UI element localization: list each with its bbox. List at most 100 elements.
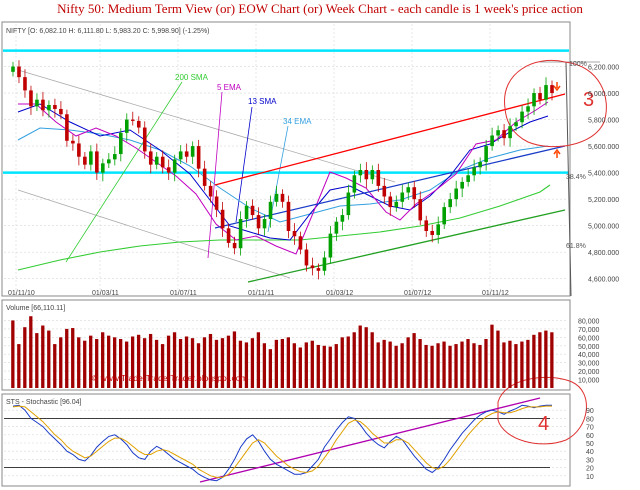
volume-bar xyxy=(244,342,249,388)
stochastic-y-tick-label: 80 xyxy=(586,416,594,423)
stochastic-y-tick-label: 60 xyxy=(586,433,594,440)
candle-body xyxy=(430,230,435,235)
price-grid xyxy=(3,24,569,294)
volume-bar xyxy=(160,344,165,388)
red-resistance-trendline xyxy=(214,93,566,186)
volume-bar xyxy=(23,327,27,388)
volume-bar xyxy=(388,341,392,388)
candle-body xyxy=(508,126,512,139)
price-x-tick-label: 01/11/11 xyxy=(248,290,274,297)
candle-body xyxy=(472,167,476,176)
candle-body xyxy=(454,188,458,200)
price-panel-frame xyxy=(1,21,571,297)
volume-bar xyxy=(298,347,302,388)
volume-bar xyxy=(448,345,452,388)
price-y-tick-label: 4,600.000 xyxy=(588,277,619,284)
candle-body xyxy=(178,151,183,160)
volume-bar xyxy=(262,343,267,388)
stochastic-panel-label: STS - Stochastic [96.04] xyxy=(6,399,82,406)
volume-bar xyxy=(370,332,374,388)
volume-bar xyxy=(280,339,284,388)
candle-body xyxy=(298,236,303,250)
price-y-ticks: 6,200.000 6,000.000 5,800.000 5,600.000 5,40… xyxy=(588,65,619,284)
candle-body xyxy=(388,196,393,208)
volume-y-tick-label: 30,000 xyxy=(578,361,600,368)
volume-y-tick-label: 60,000 xyxy=(578,335,600,342)
candle-body xyxy=(544,85,548,100)
candle-body xyxy=(250,205,255,216)
price-x-tick-label: 01/03/11 xyxy=(92,290,119,297)
candle-body xyxy=(274,193,279,202)
stochastic-y-tick-label: 50 xyxy=(586,441,594,448)
volume-bar xyxy=(550,332,554,388)
watermark: © www.TraderTraderTrader.blogspot.com xyxy=(92,373,248,383)
candle-body xyxy=(346,192,351,216)
annotation-4: 4 xyxy=(538,413,549,435)
candle-body xyxy=(166,167,171,173)
stochastic-y-tick-label: 90 xyxy=(586,408,594,415)
candle-body xyxy=(41,99,45,111)
volume-bar xyxy=(65,328,69,388)
volume-bar xyxy=(436,343,440,388)
up-arrow-marker xyxy=(553,82,561,92)
volume-bar xyxy=(29,316,33,388)
volume-bar xyxy=(442,341,446,388)
candle-body xyxy=(226,228,231,243)
circle-annotation-4 xyxy=(497,376,587,445)
candle-body xyxy=(514,122,518,127)
stochastic-k-line xyxy=(12,404,552,482)
candle-body xyxy=(95,151,99,173)
volume-bar xyxy=(454,344,458,388)
volume-y-tick-label: 70,000 xyxy=(578,327,600,334)
candle-body xyxy=(89,151,93,165)
volume-bar xyxy=(256,332,261,388)
candle-body xyxy=(400,192,405,202)
price-x-tick-label: 01/07/12 xyxy=(404,290,431,297)
price-y-tick-label: 6,000.000 xyxy=(588,91,619,98)
volume-bar xyxy=(154,339,159,388)
volume-y-tick-label: 40,000 xyxy=(578,352,600,359)
candle-body xyxy=(310,265,315,269)
candle-body xyxy=(232,242,237,249)
price-y-tick-label: 5,400.000 xyxy=(588,171,619,178)
price-y-tick-label: 6,200.000 xyxy=(588,65,619,72)
candle-body xyxy=(47,104,51,111)
volume-bar xyxy=(502,342,506,388)
price-y-tick-label: 5,000.000 xyxy=(588,224,619,231)
volume-bar xyxy=(394,345,398,388)
candle-body xyxy=(77,143,81,157)
chart-title: Nifty 50: Medium Term View (or) EOW Char… xyxy=(57,1,583,16)
candle-body xyxy=(526,106,530,112)
candle-body xyxy=(208,185,213,197)
volume-bar xyxy=(124,341,129,388)
candle-body xyxy=(406,187,411,193)
volume-bar xyxy=(202,337,207,388)
stochastic-y-tick-label: 40 xyxy=(586,449,594,456)
legend-5-ema: 5 EMA xyxy=(217,83,242,92)
volume-bar xyxy=(316,344,320,388)
volume-bar xyxy=(526,339,530,388)
candle-body xyxy=(101,163,105,173)
candle-body xyxy=(17,66,21,78)
volume-bar xyxy=(292,343,296,388)
candle-body xyxy=(478,162,482,168)
volume-bar xyxy=(119,339,123,388)
candle-body xyxy=(340,215,345,222)
price-x-tick-label: 01/03/12 xyxy=(326,290,353,297)
volume-bar xyxy=(11,320,15,388)
volume-bar xyxy=(35,333,39,388)
volume-bar xyxy=(101,332,105,388)
price-x-tick-label: 01/07/11 xyxy=(170,290,197,297)
candle-body xyxy=(442,207,446,225)
volume-bar xyxy=(214,339,219,388)
price-y-tick-label: 5,800.000 xyxy=(588,118,619,125)
candle-body xyxy=(466,175,470,182)
volume-bar xyxy=(346,336,350,388)
volume-bar xyxy=(178,339,183,388)
volume-bar xyxy=(250,338,255,388)
price-x-ticks: 01/11/10 01/03/11 01/07/11 01/11/11 01/03/12… xyxy=(8,290,509,297)
stochastic-layer xyxy=(12,404,552,482)
blue-support-trendline xyxy=(214,145,566,229)
candle-body xyxy=(244,205,249,220)
